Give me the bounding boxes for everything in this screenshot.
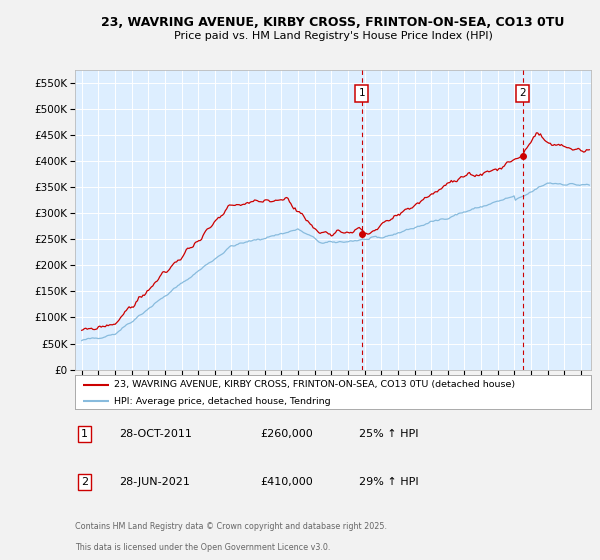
Text: £260,000: £260,000 — [261, 429, 314, 439]
Text: This data is licensed under the Open Government Licence v3.0.: This data is licensed under the Open Gov… — [75, 543, 331, 552]
Text: 1: 1 — [358, 88, 365, 99]
Text: £410,000: £410,000 — [261, 477, 314, 487]
Text: 28-OCT-2011: 28-OCT-2011 — [119, 429, 192, 439]
Text: 2: 2 — [81, 477, 88, 487]
Text: 28-JUN-2021: 28-JUN-2021 — [119, 477, 190, 487]
Text: 23, WAVRING AVENUE, KIRBY CROSS, FRINTON-ON-SEA, CO13 0TU (detached house): 23, WAVRING AVENUE, KIRBY CROSS, FRINTON… — [114, 380, 515, 389]
Text: 23, WAVRING AVENUE, KIRBY CROSS, FRINTON-ON-SEA, CO13 0TU: 23, WAVRING AVENUE, KIRBY CROSS, FRINTON… — [101, 16, 565, 29]
Text: 25% ↑ HPI: 25% ↑ HPI — [359, 429, 418, 439]
Text: 29% ↑ HPI: 29% ↑ HPI — [359, 477, 418, 487]
Text: 2: 2 — [520, 88, 526, 99]
Text: Price paid vs. HM Land Registry's House Price Index (HPI): Price paid vs. HM Land Registry's House … — [173, 31, 493, 41]
Text: 1: 1 — [81, 429, 88, 439]
Text: HPI: Average price, detached house, Tendring: HPI: Average price, detached house, Tend… — [114, 397, 331, 406]
Text: Contains HM Land Registry data © Crown copyright and database right 2025.: Contains HM Land Registry data © Crown c… — [75, 522, 387, 531]
